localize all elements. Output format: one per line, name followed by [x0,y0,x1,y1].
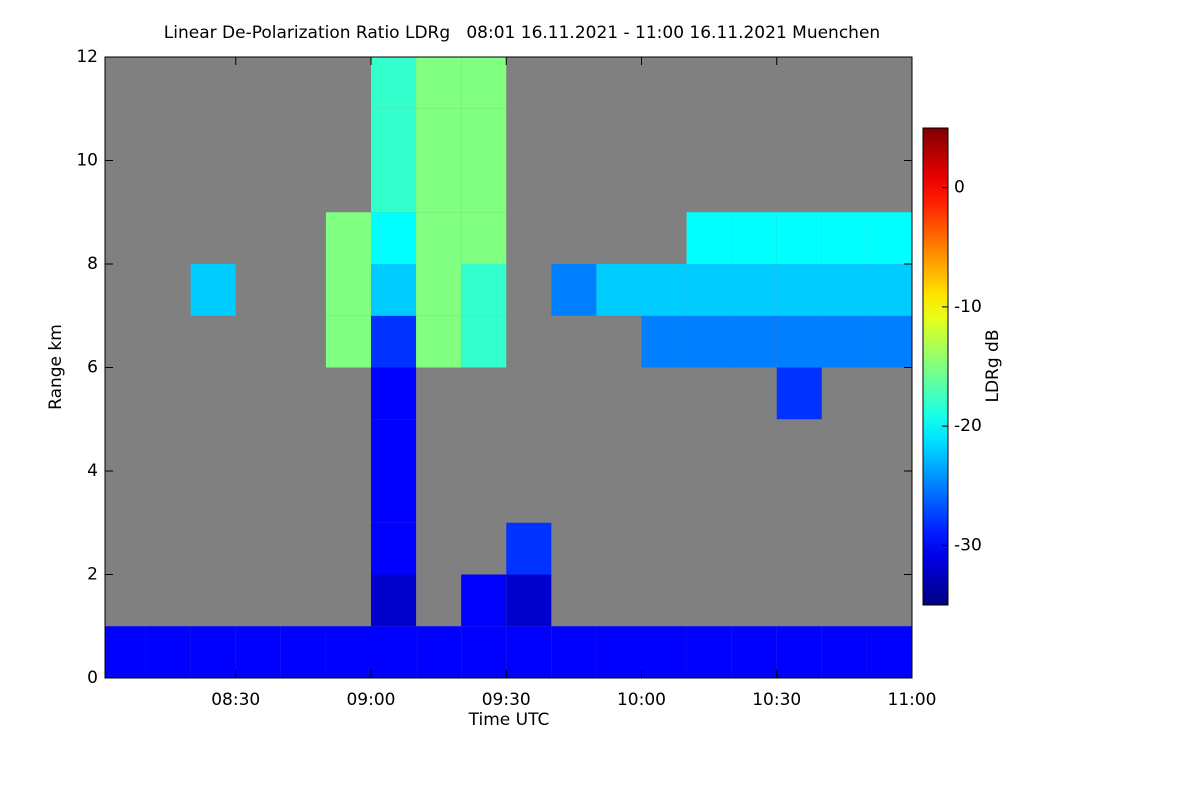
heatmap-cell [461,108,507,161]
heatmap-cell [280,626,326,678]
colorbar-tick-label: -10 [954,297,982,317]
heatmap-cell [731,626,777,678]
heatmap-cell [370,108,417,161]
heatmap-cell [145,626,191,678]
heatmap-cell [866,264,912,316]
heatmap-cell [325,264,371,316]
colorbar-tick-label: -30 [954,535,982,555]
heatmap-cell [731,212,777,264]
x-tick-label: 10:00 [617,690,666,710]
heatmap-cell [370,315,417,368]
x-tick-label: 11:00 [888,690,937,710]
y-tick-label: 0 [87,668,98,688]
heatmap-cell [596,264,642,316]
heatmap-cell [596,626,642,678]
heatmap-cell [506,626,552,678]
heatmap-cell [461,315,507,368]
x-tick-label: 09:30 [482,690,531,710]
heatmap-cell [325,212,371,264]
heatmap-cell [506,574,552,627]
heatmap-cell [821,212,867,264]
y-tick-label: 2 [87,565,98,585]
x-tick-label: 09:00 [346,690,395,710]
y-axis-label: Range km [46,324,66,410]
heatmap-cell [821,315,867,368]
heatmap-cell [416,626,462,678]
x-tick-label: 10:30 [752,690,801,710]
heatmap-cell [416,108,462,161]
heatmap-cell [776,264,822,316]
heatmap-cell [370,160,417,213]
x-axis-label: Time UTC [468,710,550,730]
colorbar [922,127,949,606]
heatmap-cell [776,315,822,368]
heatmap-cell [551,626,597,678]
y-tick-label: 10 [76,151,98,171]
heatmap-cell [686,264,732,316]
heatmap-cell [821,264,867,316]
heatmap-cell [686,626,732,678]
y-tick-label: 4 [87,461,98,481]
heatmap-cell [641,264,687,316]
heatmap-cell [866,315,912,368]
heatmap-cell [416,264,462,316]
heatmap-cell [686,212,732,264]
heatmap-cell [325,626,371,678]
y-tick-label: 6 [87,358,98,378]
heatmap-cell [866,212,912,264]
heatmap-cell [776,626,822,678]
heatmap-cell [776,212,822,264]
heatmap-cell [416,315,462,368]
heatmap-cell [370,367,417,420]
heatmap-cell [416,212,462,264]
colorbar-tick-label: -20 [954,416,982,436]
heatmap-cell [461,160,507,213]
y-tick-label: 12 [76,47,98,67]
heatmap-cell [325,315,371,368]
heatmap-cell [821,626,867,678]
heatmap-cell [370,57,417,109]
heatmap-cell [370,264,417,316]
heatmap-cell [551,264,597,316]
colorbar-label: LDRg dB [983,329,1003,402]
heatmap-cell [461,574,507,627]
heatmap-cell [461,264,507,316]
heatmap-cell [235,626,281,678]
heatmap-cell [776,367,822,420]
heatmap-cell [370,471,417,523]
heatmap-cell [370,522,417,575]
heatmap-cell [731,264,777,316]
heatmap-cell [461,212,507,264]
heatmap-cell [370,574,417,627]
heatmap-cell [370,626,417,678]
heatmap-cell [866,626,912,678]
heatmap-cell [641,315,687,368]
heatmap-cell [686,315,732,368]
y-tick-label: 8 [87,254,98,274]
heatmap-cell [731,315,777,368]
heatmap-cell [190,626,236,678]
heatmap-cell [190,264,236,316]
heatmap-cell [506,522,552,575]
heatmap-cell [641,626,687,678]
x-tick-label: 08:30 [211,690,260,710]
chart-title: Linear De-Polarization Ratio LDRg 08:01 … [164,23,880,43]
heatmap-cell [370,419,417,471]
heatmap-cell [370,212,417,264]
heatmap-cell [105,626,146,678]
heatmap-cell [461,626,507,678]
heatmap-cell [461,57,507,109]
heatmap-cell [416,160,462,213]
heatmap-cell [416,57,462,109]
heatmap [105,57,912,678]
colorbar-tick-label: 0 [954,178,965,198]
